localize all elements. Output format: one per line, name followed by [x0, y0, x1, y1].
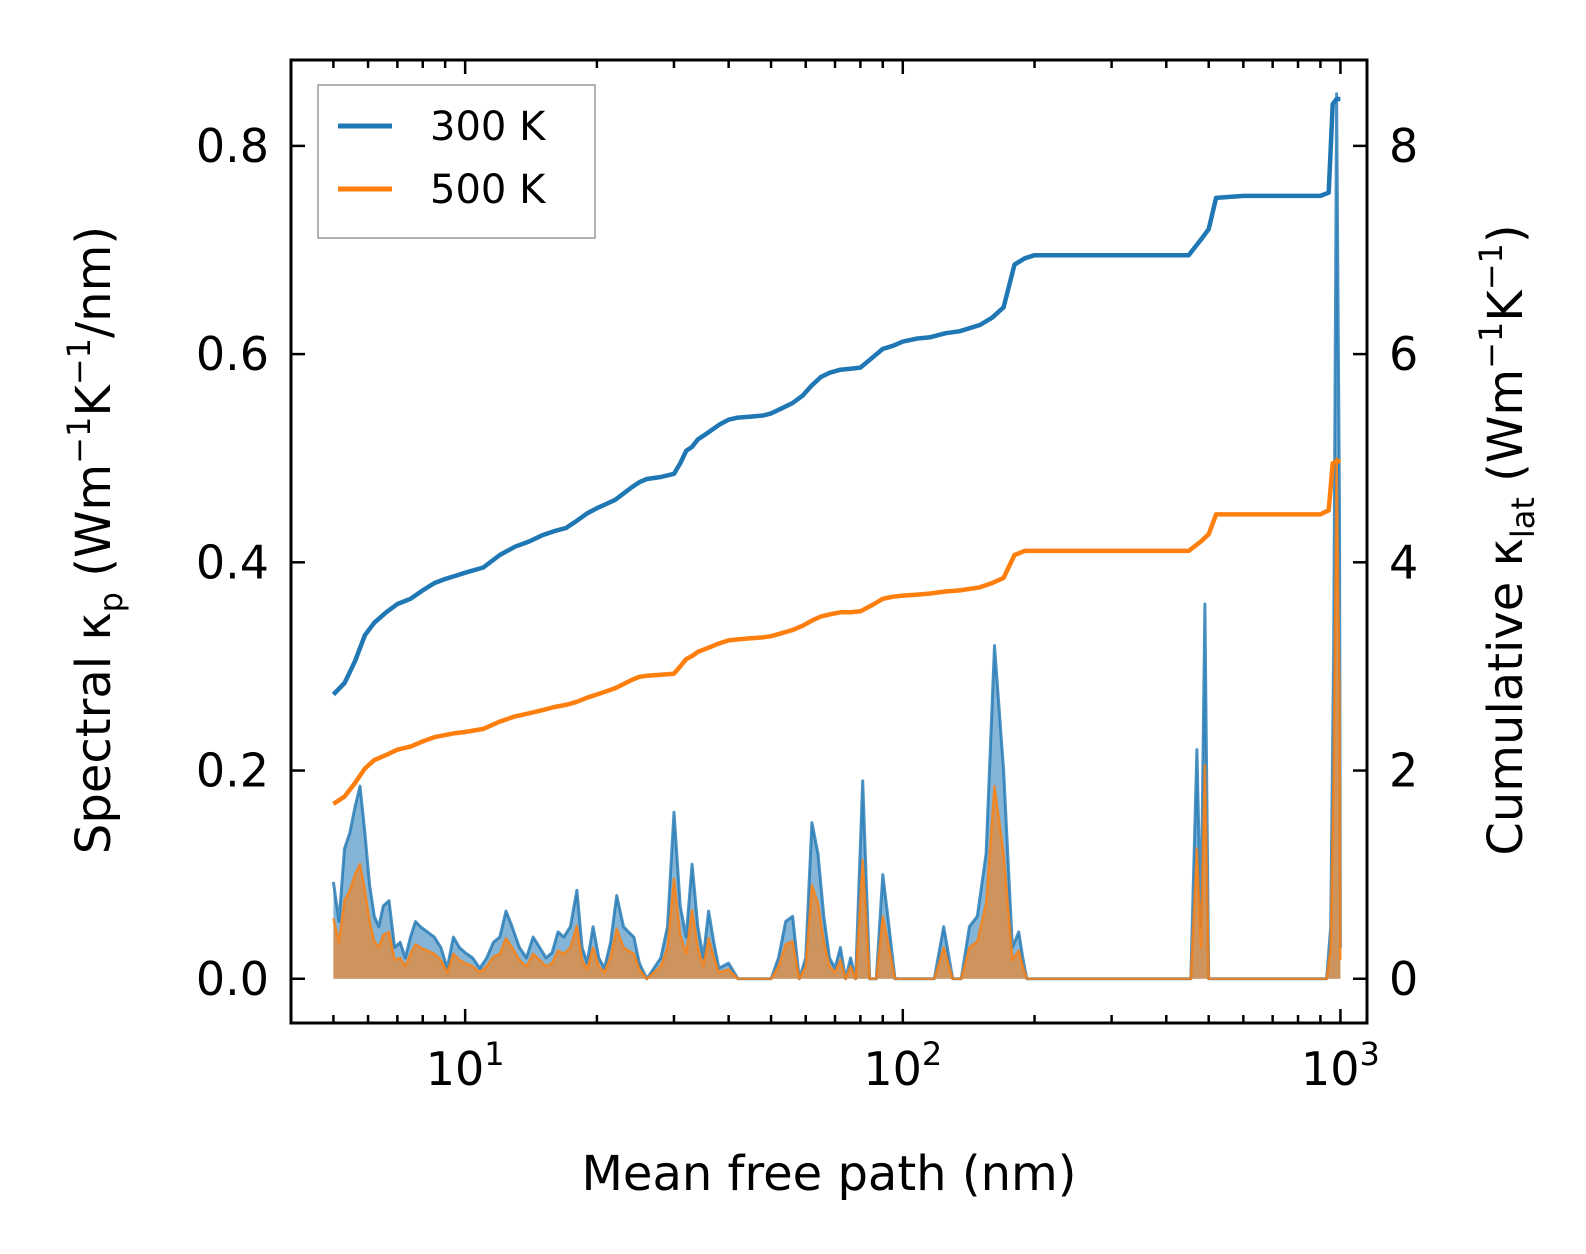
x-tick-label: 102 [863, 1035, 942, 1096]
legend-label-500k: 500 K [430, 167, 547, 213]
legend: 300 K 500 K [317, 84, 596, 239]
left-axis-title: Spectral κp (Wm−1K−1/nm) [60, 226, 130, 854]
right-axis-title: Cumulative κlat (Wm−1K−1) [1472, 224, 1542, 855]
x-tick-label: 103 [1301, 1035, 1380, 1096]
legend-box [317, 84, 596, 239]
x-axis-title: Mean free path (nm) [582, 1146, 1077, 1202]
legend-label-300k: 300 K [430, 104, 547, 150]
left-y-tick-label: 0.6 [196, 327, 269, 381]
right-y-tick-label: 2 [1389, 744, 1418, 798]
left-y-tick-label: 0.4 [196, 535, 269, 589]
right-y-tick-label: 6 [1389, 327, 1418, 381]
left-y-tick-label: 0.0 [196, 952, 269, 1006]
cumulative-line-300k [331, 96, 1341, 697]
right-y-tick-label: 4 [1389, 535, 1418, 589]
plot-frame [289, 58, 1369, 1025]
spectral-fill-group [331, 92, 1342, 981]
cumulative-line-500k [332, 459, 1341, 806]
spectral-line-500k [332, 456, 1342, 981]
tick-group: 101 102 103 0.0 0.2 0.4 0.6 0.8 0 2 4 6 8 [196, 60, 1418, 1096]
right-y-tick-label: 0 [1389, 952, 1418, 1006]
x-tick-label: 101 [426, 1035, 505, 1096]
spectral-line-300k [331, 92, 1342, 981]
right-y-tick-label: 8 [1389, 119, 1418, 173]
left-y-tick-label: 0.8 [196, 119, 269, 173]
left-y-tick-label: 0.2 [196, 744, 269, 798]
cumulative-line-group [331, 96, 1341, 806]
